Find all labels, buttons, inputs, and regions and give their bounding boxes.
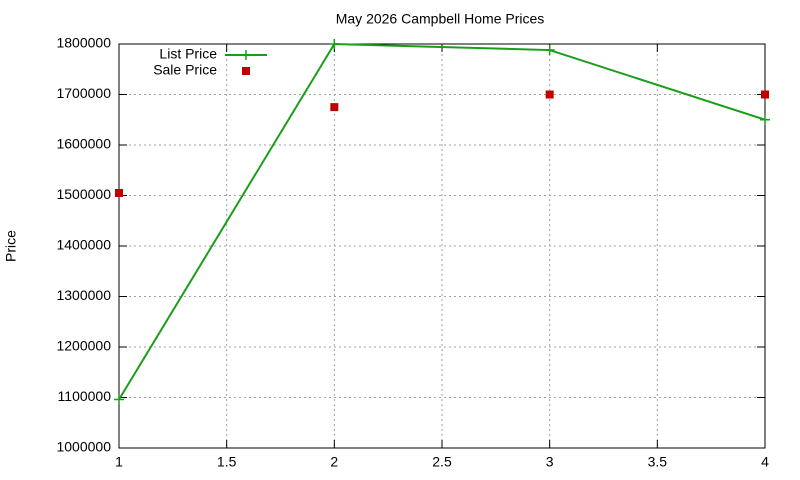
legend-label: Sale Price [153,62,217,78]
y-tick-label: 1400000 [56,237,111,253]
data-point [761,90,769,99]
data-point [544,45,555,56]
data-point [114,394,124,405]
y-tick-label: 1500000 [56,186,111,202]
series-line [118,42,766,401]
x-tick-label: 2.5 [432,454,452,470]
y-axis-label: Price [3,230,19,262]
x-tick-label: 3 [546,454,554,470]
data-point [330,103,339,112]
legend-swatch [241,50,251,60]
x-tick-label: 1 [115,454,123,470]
data-point [545,90,554,99]
data-point [760,114,770,125]
x-tick-label: 2 [330,454,338,470]
y-tick-label: 1800000 [56,35,111,51]
legend-swatch [242,67,250,75]
data-point [329,39,340,49]
y-tick-label: 1600000 [56,136,111,152]
y-tick-label: 1700000 [56,85,111,101]
y-tick-label: 1300000 [56,287,111,303]
y-tick-label: 1000000 [56,439,111,455]
x-tick-label: 4 [761,454,769,470]
x-tick-label: 3.5 [648,454,668,470]
data-point [115,188,123,197]
legend-label: List Price [159,46,217,62]
x-tick-label: 1.5 [217,454,237,470]
plot-frame [118,43,766,449]
y-tick-label: 1100000 [58,388,112,404]
y-tick-label: 1200000 [56,338,111,354]
chart-title: May 2026 Campbell Home Prices [336,11,545,27]
